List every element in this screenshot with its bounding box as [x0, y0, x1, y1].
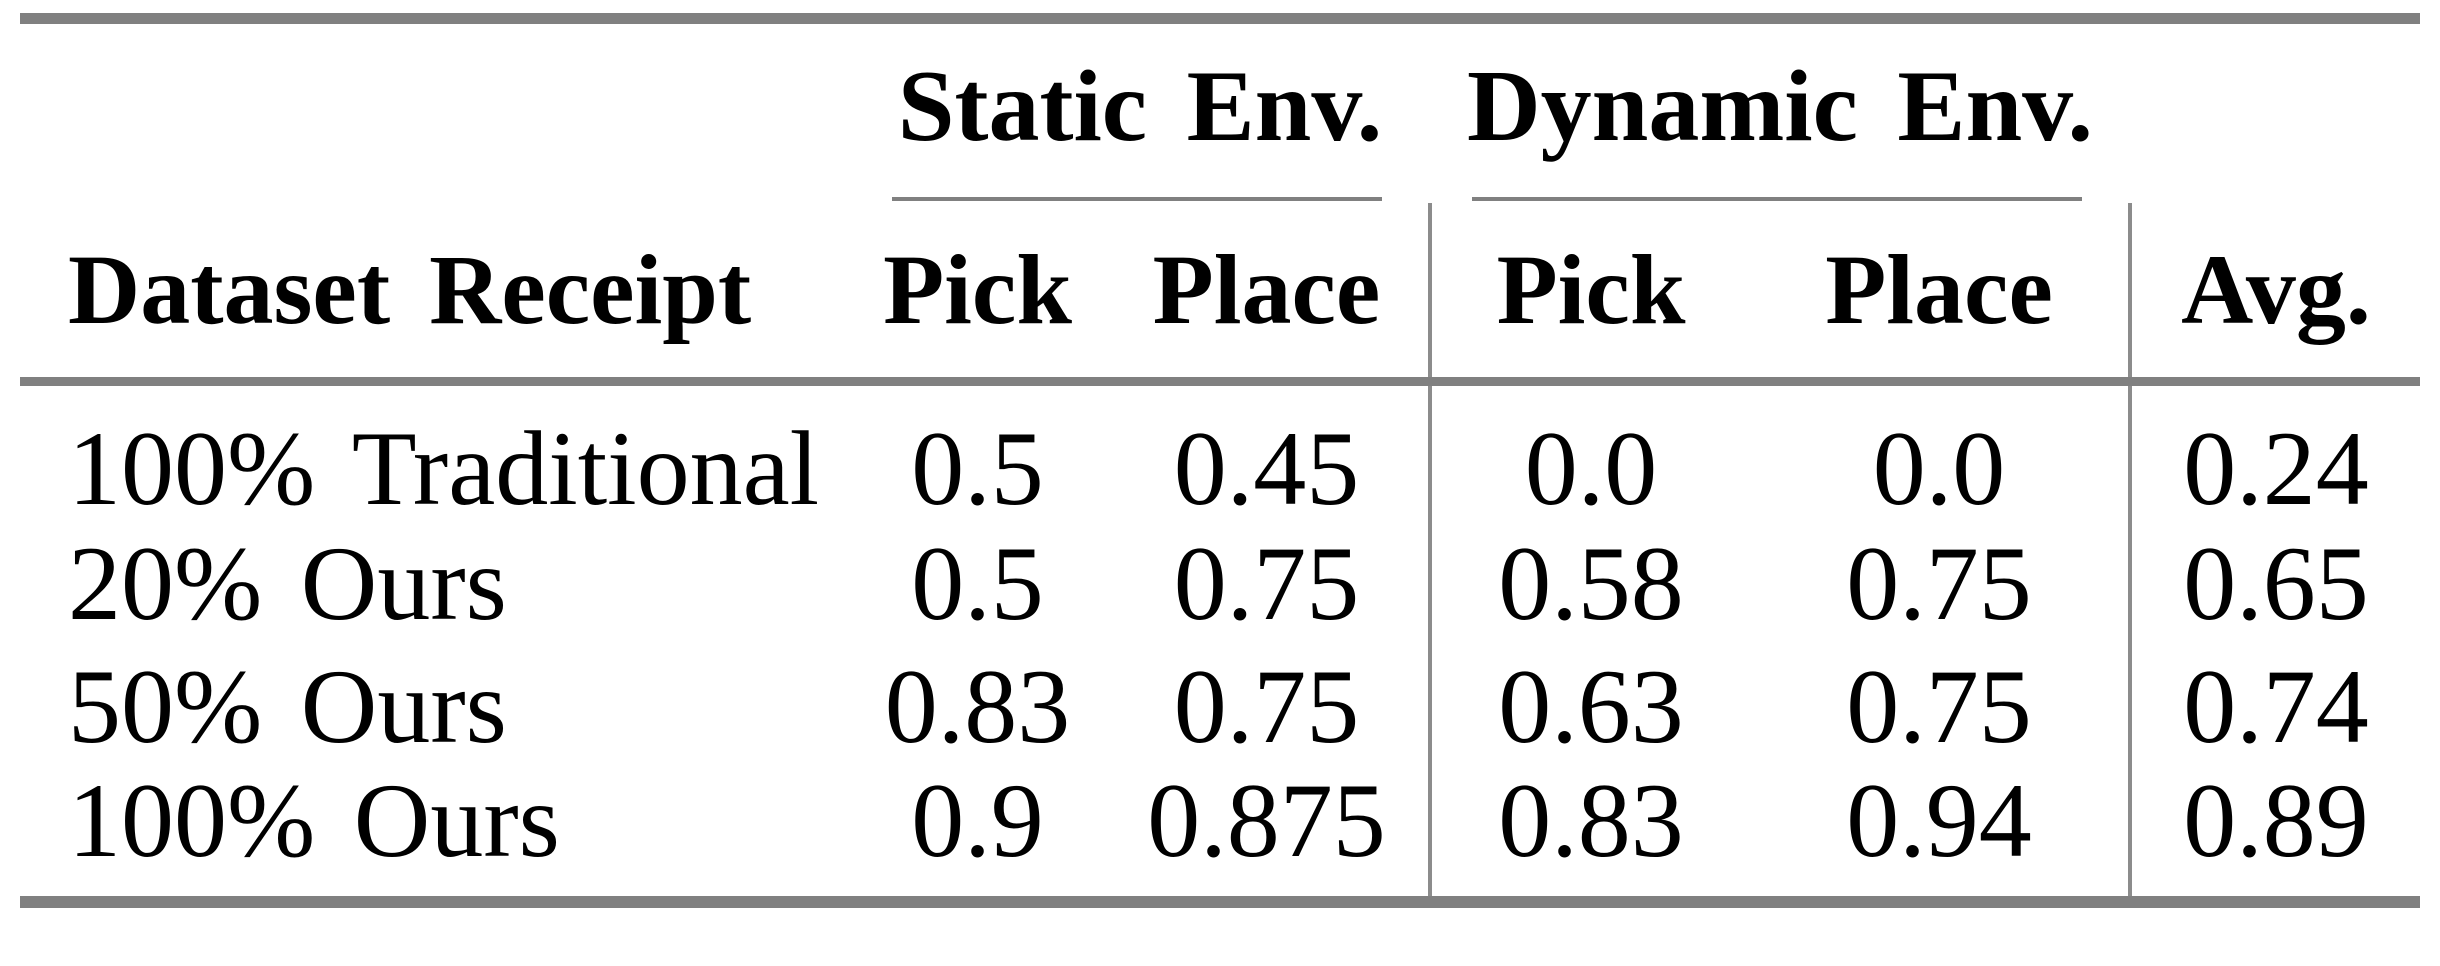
column-header-avg: Avg.	[2130, 202, 2421, 386]
cell-static-pick: 0.5	[911, 524, 1044, 642]
group-header-static-label: Static Env.	[897, 50, 1383, 164]
cell-dynamic-place: 0.75	[1750, 522, 2133, 645]
cell-static-place: 0.45	[1105, 381, 1432, 522]
table-row: 100% Traditional 0.5 0.45 0.0 0.0 0.24	[20, 381, 2420, 527]
row-label: 100% Ours	[68, 762, 560, 879]
static-cmidrule	[892, 196, 1382, 201]
cell-static-place: 0.875	[1105, 768, 1432, 902]
column-header-static-place: Place	[1105, 202, 1432, 386]
group-header-row: Static Env. Dynamic Env.	[20, 19, 2420, 203]
cell-static-place: 0.75	[1105, 522, 1432, 645]
cell-avg: 0.74	[2183, 647, 2369, 765]
cell-dynamic-pick: 0.0	[1524, 410, 1658, 527]
column-header-row: Dataset Receipt Pick Place Pick Place Av…	[20, 202, 2421, 386]
column-header-dynamic-place: Place	[1750, 202, 2133, 386]
cell-dynamic-pick: 0.58	[1498, 524, 1684, 642]
results-table: Static Env. Dynamic Env. Dataset Receipt…	[20, 13, 2421, 908]
cell-static-pick: 0.5	[911, 410, 1044, 527]
cell-static-pick: 0.9	[911, 762, 1044, 879]
cell-dynamic-place: 0.75	[1750, 645, 2133, 768]
column-header-dataset-receipt: Dataset Receipt	[20, 202, 850, 386]
group-header-static: Static Env.	[850, 19, 1430, 203]
row-label: 50% Ours	[68, 647, 507, 765]
group-header-dynamic-label: Dynamic Env.	[1466, 50, 2094, 164]
column-header-dynamic-pick: Pick	[1430, 202, 1750, 386]
cell-avg: 0.89	[2183, 762, 2369, 879]
cell-avg: 0.24	[2183, 410, 2369, 527]
table-row: 20% Ours 0.5 0.75 0.58 0.75 0.65	[20, 522, 2420, 645]
group-header-dynamic: Dynamic Env.	[1430, 19, 2130, 203]
cell-dynamic-place: 0.94	[1750, 768, 2133, 902]
group-header-spacer	[20, 19, 850, 203]
table-row: 50% Ours 0.83 0.75 0.63 0.75 0.74	[20, 645, 2420, 768]
row-label: 100% Traditional	[68, 410, 820, 527]
cell-dynamic-place: 0.0	[1750, 381, 2133, 522]
cell-dynamic-pick: 0.83	[1498, 762, 1684, 879]
cell-dynamic-pick: 0.63	[1498, 647, 1684, 765]
row-label: 20% Ours	[68, 524, 507, 642]
column-header-static-pick: Pick	[850, 202, 1105, 386]
cell-avg: 0.65	[2183, 524, 2369, 642]
group-header-spacer-avg	[2130, 19, 2420, 203]
results-table-wrap: Static Env. Dynamic Env. Dataset Receipt…	[20, 13, 2421, 908]
cell-static-place: 0.75	[1105, 645, 1432, 768]
table-row: 100% Ours 0.9 0.875 0.83 0.94 0.89	[20, 768, 2420, 902]
cell-static-pick: 0.83	[884, 647, 1071, 765]
dynamic-cmidrule	[1472, 196, 2083, 201]
